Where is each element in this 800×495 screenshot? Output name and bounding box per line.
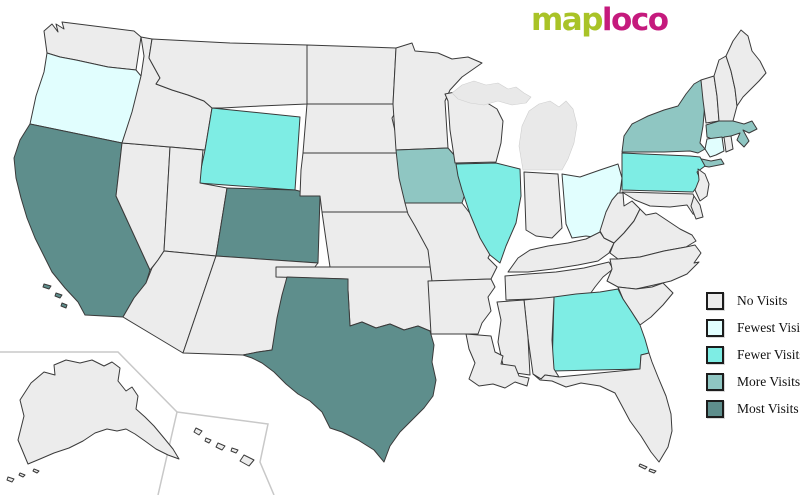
state-co <box>215 187 321 264</box>
legend-swatch-fewer-visits <box>706 345 724 364</box>
state-ct <box>704 136 725 158</box>
state-hi-island-3 <box>215 442 226 451</box>
legend-swatch-more-visits <box>706 372 724 391</box>
state-me <box>725 29 767 107</box>
state-ar <box>427 278 496 335</box>
state-ca-island-1 <box>42 283 52 290</box>
state-ak-aleutian-2 <box>18 472 26 478</box>
legend-row-more-visits: More Visits <box>706 372 800 391</box>
state-la <box>465 333 530 389</box>
legend-swatch-most-visits <box>706 399 724 418</box>
hawaii-inset-border <box>176 411 275 495</box>
legend-row-fewer-visits: Fewer Visits <box>706 345 800 364</box>
legend-label-fewest-visits: Fewest Visits <box>737 319 800 335</box>
map-legend: No Visits Fewest Visits Fewer Visits Mor… <box>706 291 800 426</box>
legend-row-no-visits: No Visits <box>706 291 800 310</box>
legend-label-fewer-visits: Fewer Visits <box>737 346 800 362</box>
state-hi-island-4 <box>230 447 239 454</box>
state-nj <box>694 168 710 202</box>
state-sd <box>302 103 398 154</box>
state-il <box>455 162 522 264</box>
state-in <box>523 171 563 239</box>
logo-text-map: map <box>531 2 603 38</box>
state-pa <box>621 152 706 193</box>
state-hi-island-2 <box>204 437 212 444</box>
state-fl <box>532 352 673 463</box>
legend-label-most-visits: Most Visits <box>737 400 799 416</box>
logo-text-loco: loco <box>601 2 669 38</box>
legend-swatch-fewest-visits <box>706 318 724 337</box>
state-mi <box>518 100 578 171</box>
maploco-logo[interactable]: maploco <box>531 2 669 38</box>
state-ak-aleutian-3 <box>32 468 40 474</box>
state-ak-aleutian-1 <box>6 476 15 483</box>
state-hi-island-5 <box>239 454 255 467</box>
state-nc <box>606 244 702 290</box>
state-de <box>690 195 704 220</box>
legend-row-most-visits: Most Visits <box>706 399 800 418</box>
state-fl-keys-1 <box>638 463 648 470</box>
state-hi-island-1 <box>193 427 203 436</box>
legend-label-more-visits: More Visits <box>737 373 800 389</box>
legend-swatch-no-visits <box>706 291 724 310</box>
state-tx <box>242 276 437 463</box>
state-fl-keys-2 <box>648 468 657 474</box>
legend-row-fewest-visits: Fewest Visits <box>706 318 800 337</box>
state-nd <box>306 44 397 105</box>
state-va <box>609 208 697 260</box>
legend-label-no-visits: No Visits <box>737 292 788 308</box>
state-ca-island-2 <box>54 292 63 299</box>
state-mi-up <box>451 80 532 106</box>
state-wy <box>197 107 301 191</box>
state-ny <box>621 79 706 154</box>
state-ca-island-3 <box>60 302 68 309</box>
state-ak <box>17 359 180 465</box>
state-ri <box>723 135 734 153</box>
